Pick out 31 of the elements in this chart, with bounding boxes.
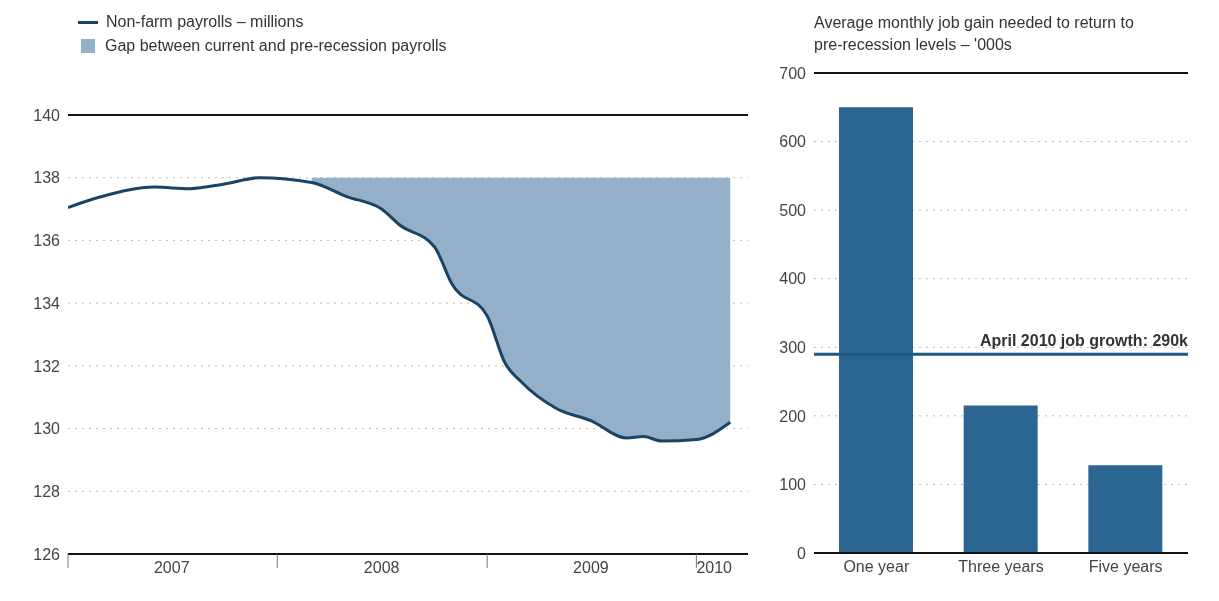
y-tick-label: 700 — [779, 64, 807, 82]
ref-line-label: April 2010 job growth: 290k — [979, 332, 1189, 350]
y-tick-label: 0 — [797, 544, 807, 562]
y-tick-label: 126 — [33, 545, 61, 563]
x-tick-label: 2010 — [696, 559, 733, 576]
bar — [1088, 465, 1163, 553]
x-tick-label: One year — [843, 558, 910, 576]
x-tick-label: Five years — [1088, 558, 1163, 576]
y-tick-label: 600 — [779, 133, 807, 151]
legend-label: Non-farm payrolls – millions — [106, 13, 304, 31]
y-tick-label: 128 — [33, 482, 61, 500]
y-tick-label: 132 — [33, 357, 61, 375]
y-tick-label: 130 — [33, 420, 61, 438]
x-tick-label: Three years — [958, 558, 1044, 576]
legend-label: Gap between current and pre-recession payrolls — [105, 37, 447, 55]
x-tick-label: 2009 — [573, 559, 609, 576]
bar — [963, 405, 1038, 553]
x-tick-label: 2007 — [153, 559, 190, 576]
line-series — [68, 176, 732, 443]
chart-title: Average monthly job gain needed to return to pre-recession levels – '000s — [813, 13, 1135, 55]
y-tick-label: 200 — [779, 407, 807, 425]
y-tick-label: 100 — [779, 476, 807, 494]
x-tick-label: 2008 — [363, 559, 400, 576]
y-tick-label: 140 — [33, 106, 61, 124]
y-tick-label: 138 — [33, 169, 61, 187]
bar — [839, 107, 913, 553]
y-tick-label: 136 — [33, 232, 61, 250]
y-tick-label: 400 — [779, 270, 807, 288]
y-tick-label: 500 — [779, 201, 807, 219]
y-tick-label: 300 — [779, 338, 807, 356]
y-tick-label: 134 — [33, 294, 61, 312]
